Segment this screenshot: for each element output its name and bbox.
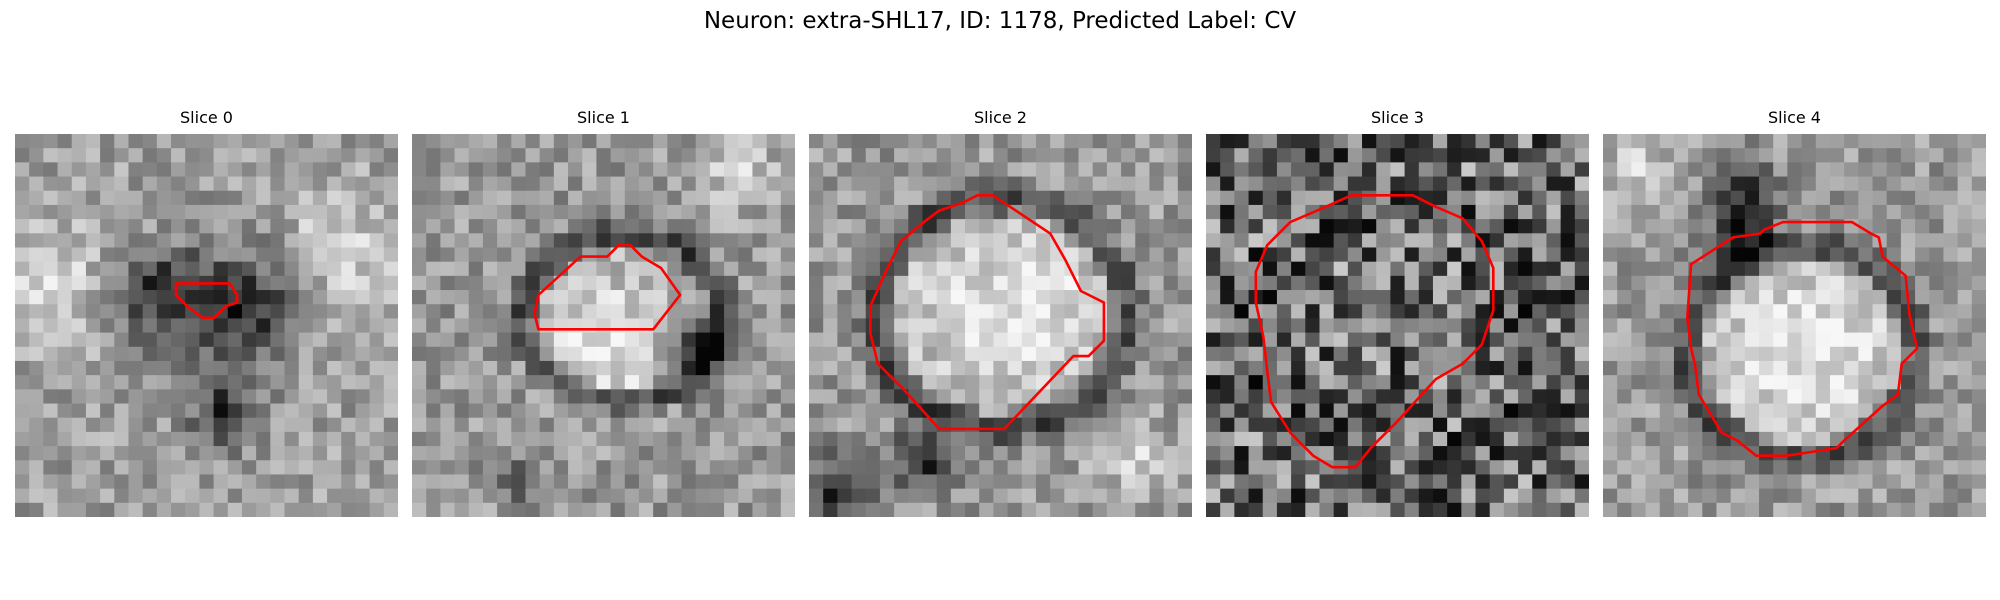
pixel-grid: [809, 134, 1192, 517]
slice-panel-1: Slice 1: [412, 108, 795, 517]
slice-image-3: [1206, 134, 1589, 517]
slice-title: Slice 4: [1768, 108, 1821, 127]
slice-title: Slice 1: [577, 108, 630, 127]
slice-image-1: [412, 134, 795, 517]
segmentation-contour: [1686, 220, 1919, 458]
slice-title: Slice 2: [974, 108, 1027, 127]
segmentation-contour: [533, 243, 682, 331]
figure-title: Neuron: extra-SHL17, ID: 1178, Predicted…: [703, 8, 1297, 34]
slice-image-4: [1603, 134, 1986, 517]
segmentation-contour: [868, 193, 1106, 431]
slice-title: Slice 0: [180, 108, 233, 127]
slice-panel-0: Slice 0: [15, 108, 398, 517]
slice-panel-3: Slice 3: [1206, 108, 1589, 517]
pixel-grid: [15, 134, 398, 517]
slice-title: Slice 3: [1371, 108, 1424, 127]
pixel-grid: [412, 134, 795, 517]
pixel-grid: [1603, 134, 1986, 517]
slice-image-2: [809, 134, 1192, 517]
slice-panel-2: Slice 2: [809, 108, 1192, 517]
pixel-grid: [1206, 134, 1589, 517]
segmentation-contour: [174, 282, 239, 320]
segmentation-contour: [1254, 193, 1495, 469]
slice-image-0: [15, 134, 398, 517]
slice-panel-4: Slice 4: [1603, 108, 1986, 517]
